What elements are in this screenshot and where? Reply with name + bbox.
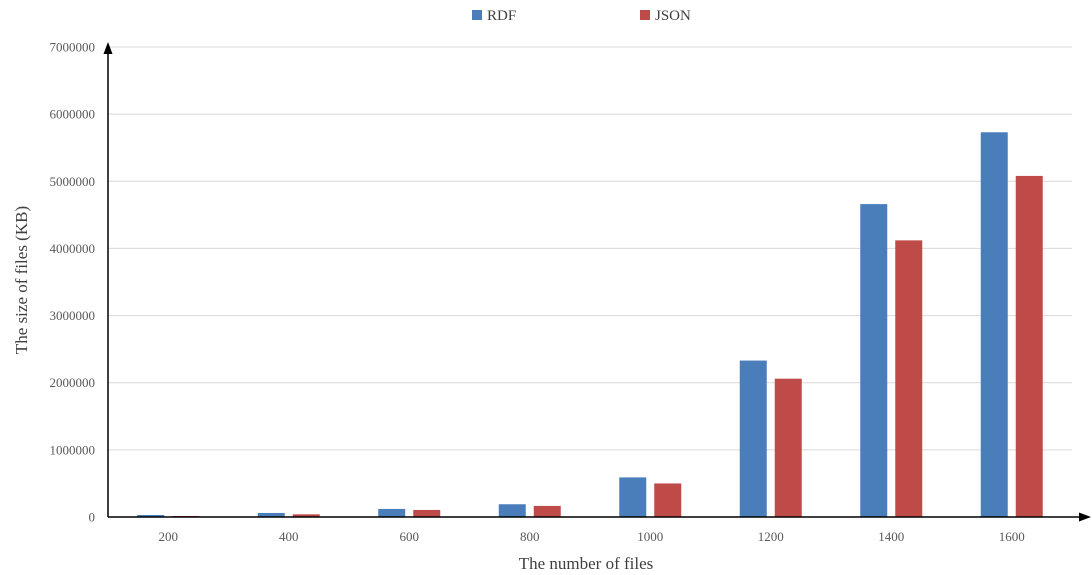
- bar-rdf-1000: [619, 477, 647, 517]
- y-tick-label: 4000000: [50, 241, 96, 256]
- x-tick-label: 1200: [758, 529, 784, 544]
- bar-json-800: [533, 505, 561, 517]
- y-tick-label: 7000000: [50, 40, 96, 55]
- x-tick-label: 1600: [999, 529, 1025, 544]
- y-tick-label: 5000000: [50, 174, 96, 189]
- legend-label-rdf: RDF: [487, 8, 516, 24]
- x-tick-label: 400: [279, 529, 299, 544]
- x-axis-arrow: [1079, 512, 1091, 522]
- bar-rdf-400: [257, 512, 285, 517]
- x-axis-title: The number of files: [519, 554, 654, 573]
- legend-swatch-json: [640, 10, 650, 20]
- x-tick-label: 600: [400, 529, 420, 544]
- bar-json-1000: [654, 483, 682, 517]
- x-tick-label: 200: [159, 529, 179, 544]
- y-axis-arrow: [103, 42, 113, 54]
- x-tick-label: 1000: [637, 529, 663, 544]
- bar-json-1400: [895, 240, 923, 517]
- y-tick-label: 0: [89, 510, 96, 525]
- bar-rdf-1400: [860, 204, 888, 517]
- axes: [103, 42, 1091, 522]
- x-tick-labels: 200 400 600 800 1000 1200 1400 1600: [159, 529, 1025, 544]
- bars: [137, 132, 1043, 517]
- bar-rdf-1600: [980, 132, 1008, 517]
- legend-label-json: JSON: [655, 8, 691, 24]
- bar-json-1600: [1015, 175, 1043, 517]
- bar-json-400: [292, 514, 320, 517]
- bar-rdf-200: [137, 514, 165, 517]
- y-tick-label: 2000000: [50, 375, 96, 390]
- bar-rdf-1200: [739, 360, 767, 517]
- bar-json-1200: [774, 378, 802, 517]
- y-tick-label: 1000000: [50, 442, 96, 457]
- bar-rdf-600: [378, 508, 406, 517]
- bar-json-600: [413, 509, 441, 517]
- y-tick-label: 6000000: [50, 107, 96, 122]
- legend: RDF JSON: [472, 8, 691, 24]
- legend-swatch-rdf: [472, 10, 482, 20]
- y-tick-labels: 0 1000000 2000000 3000000 4000000 5000000 6000…: [50, 40, 96, 525]
- x-tick-label: 800: [520, 529, 540, 544]
- x-tick-label: 1400: [878, 529, 904, 544]
- gridlines: [108, 46, 1072, 451]
- bar-rdf-800: [498, 504, 526, 517]
- y-axis-title: The size of files (KB): [12, 206, 31, 354]
- y-tick-label: 3000000: [50, 308, 96, 323]
